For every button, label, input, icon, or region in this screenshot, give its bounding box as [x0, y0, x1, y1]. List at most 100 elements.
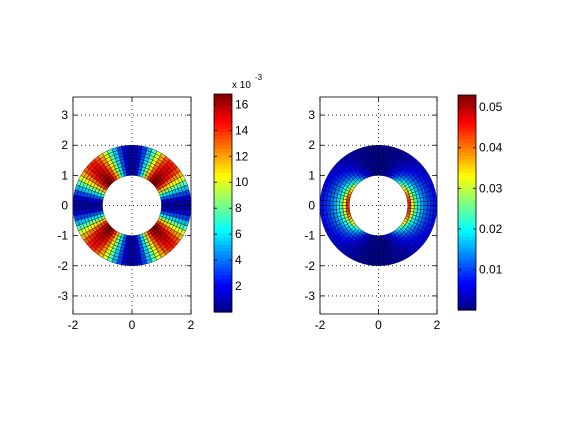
colorbar-segment	[458, 232, 476, 237]
annulus-cell	[371, 241, 376, 246]
annulus-cell	[131, 262, 138, 266]
annulus-cell	[187, 200, 192, 206]
y-tick-label: -3	[57, 289, 68, 303]
colorbar-segment	[214, 240, 232, 245]
y-tick-label: 1	[308, 168, 315, 182]
annulus-cell	[131, 255, 137, 260]
y-tick-label: -2	[57, 259, 68, 273]
colorbar-segment	[458, 246, 476, 251]
left-annulus-plot	[72, 145, 192, 266]
colorbar-segment	[458, 128, 476, 133]
colorbar-segment	[214, 151, 232, 156]
annulus-cell	[134, 165, 140, 170]
colorbar-segment	[214, 301, 232, 306]
annulus-cell	[184, 200, 188, 206]
annulus-cell	[131, 258, 138, 263]
colorbar-tick-label: 8	[235, 201, 242, 215]
annulus-cell	[170, 201, 175, 206]
left-colorbar: 2 4 6 8 10 12 14 16 x 10 -3	[213, 73, 263, 313]
colorbar-segment	[214, 260, 232, 265]
annulus-cell	[407, 205, 412, 209]
annulus-cell	[345, 205, 350, 209]
left-colorbar-ticks: 2 4 6 8 10 12 14 16	[214, 97, 249, 293]
annulus-cell	[420, 201, 425, 206]
colorbar-segment	[214, 247, 232, 252]
colorbar-segment	[458, 142, 476, 146]
colorbar-segment	[458, 279, 476, 284]
y-tick-label: 0	[308, 199, 315, 213]
colorbar-segment	[458, 108, 476, 113]
x-tick-label: -2	[68, 318, 79, 332]
right-colorbar-gradient	[458, 95, 476, 311]
colorbar-segment	[458, 236, 476, 241]
annulus-cell	[378, 151, 384, 156]
right-y-ticks: -3 -2 -1 0 1 2 3	[304, 108, 437, 303]
colorbar-segment	[214, 308, 232, 313]
annulus-cell	[160, 207, 165, 212]
colorbar-segment	[214, 117, 232, 122]
colorbar-segment	[214, 141, 232, 146]
colorbar-segment	[214, 250, 232, 255]
annulus-cell	[420, 205, 425, 210]
colorbar-segment	[214, 145, 232, 150]
annulus-cell	[128, 168, 133, 173]
colorbar-segment	[458, 239, 476, 244]
colorbar-segment	[214, 107, 232, 112]
colorbar-segment	[214, 223, 232, 228]
annulus-cell	[186, 210, 191, 217]
colorbar-segment	[214, 220, 232, 225]
annulus-cell	[320, 194, 325, 201]
colorbar-segment	[458, 185, 476, 190]
annulus-cell	[99, 199, 104, 204]
annulus-cell	[92, 201, 97, 206]
annulus-cell	[374, 245, 379, 250]
annulus-cell	[332, 205, 337, 210]
colorbar-segment	[214, 182, 232, 187]
annulus-cell	[342, 205, 347, 209]
colorbar-segment	[458, 172, 476, 177]
annulus-cell	[430, 200, 434, 206]
colorbar-segment	[214, 114, 232, 119]
annulus-cell	[126, 148, 133, 153]
colorbar-segment	[458, 145, 476, 150]
annulus-cell	[167, 201, 172, 206]
annulus-cell	[131, 171, 136, 176]
annulus-cell	[177, 200, 182, 206]
annulus-cell	[326, 200, 331, 206]
annulus-cell	[319, 205, 324, 211]
annulus-cell	[79, 200, 84, 206]
annulus-cell	[375, 238, 379, 243]
annulus-cell	[339, 198, 344, 203]
annulus-cell	[378, 252, 383, 256]
colorbar-segment	[458, 111, 476, 116]
colorbar-segment	[458, 135, 476, 140]
right-colorbar-ticks: 0.01 0.02 0.03 0.04 0.05	[458, 100, 503, 276]
right-x-ticks: -2 0 2	[315, 97, 441, 332]
annulus-cell	[378, 158, 383, 163]
annulus-cell	[373, 148, 379, 153]
x-tick-label: 0	[129, 318, 136, 332]
annulus-cell	[373, 145, 379, 149]
annulus-cell	[95, 198, 100, 203]
x-tick-label: -2	[315, 318, 326, 332]
right-colorbar-box	[457, 94, 477, 311]
annulus-cell	[167, 205, 172, 210]
colorbar-segment	[214, 172, 232, 177]
annulus-cell	[407, 207, 412, 212]
annulus-cell	[131, 248, 137, 253]
colorbar-segment	[458, 101, 476, 106]
y-tick-label: 0	[61, 199, 68, 213]
colorbar-tick-label: 16	[235, 97, 249, 111]
annulus-cell	[126, 234, 130, 240]
annulus-cell	[374, 158, 379, 163]
annulus-cell	[136, 145, 143, 150]
annulus-cell	[319, 200, 324, 206]
colorbar-segment	[458, 118, 476, 123]
annulus-cell	[378, 155, 383, 159]
colorbar-segment	[458, 155, 476, 160]
annulus-cell	[85, 201, 90, 206]
annulus-cell	[126, 258, 133, 263]
annulus-cell	[126, 145, 133, 149]
colorbar-segment	[458, 296, 476, 301]
